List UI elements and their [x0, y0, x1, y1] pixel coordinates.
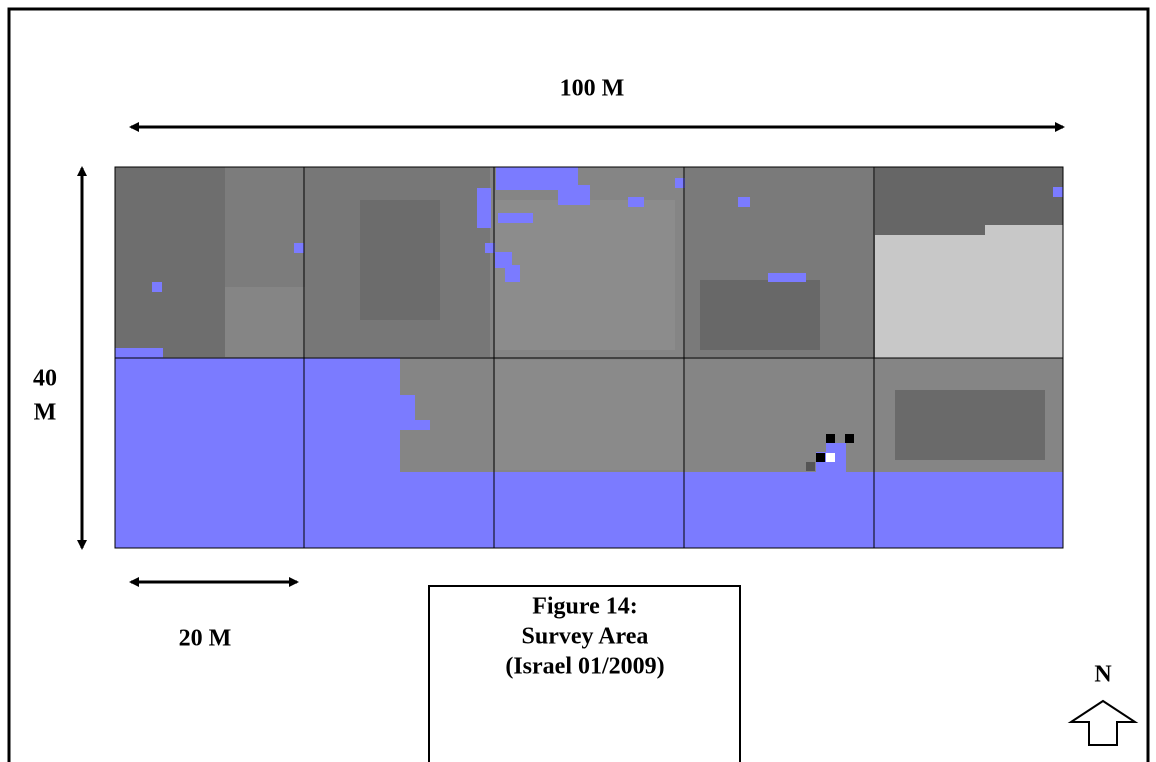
width-label: 100 M: [560, 76, 625, 102]
figure: 100 M 40 M 20 M Figure 14: Survey Area (…: [0, 0, 1156, 762]
scale-label: 20 M: [179, 626, 232, 652]
north-arrow: [1071, 701, 1135, 745]
page: 100 M 40 M 20 M Figure 14: Survey Area (…: [0, 0, 1156, 762]
caption-line: Figure 14:: [532, 594, 638, 620]
north-label: N: [1094, 662, 1112, 688]
caption-line: (Israel 01/2009): [505, 654, 664, 680]
height-label: M: [34, 400, 57, 426]
height-label: 40: [33, 366, 57, 392]
caption-line: Survey Area: [522, 624, 649, 650]
